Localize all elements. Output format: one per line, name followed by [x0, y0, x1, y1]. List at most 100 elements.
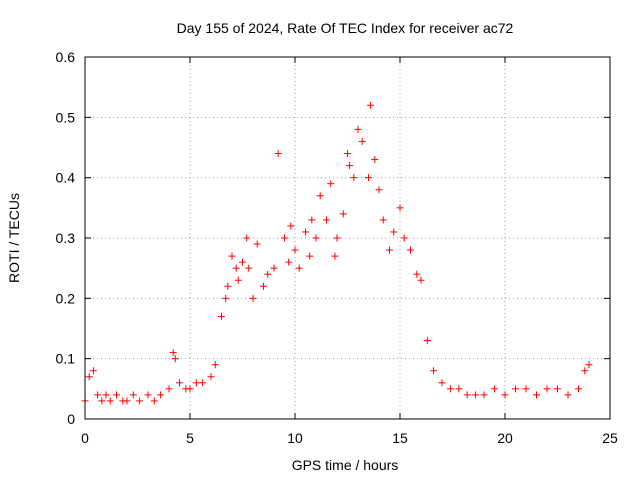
y-tick-label: 0.5: [56, 109, 76, 125]
data-point: [308, 216, 316, 224]
data-point: [446, 385, 454, 393]
data-point: [228, 252, 236, 260]
data-point: [491, 385, 498, 393]
chart-title: Day 155 of 2024, Rate Of TEC Index for r…: [177, 20, 514, 36]
y-axis-label: ROTI / TECUs: [6, 193, 22, 283]
axes: [84, 56, 611, 420]
y-ticks: 0 0.1 0.2 0.3 0.4 0.5 0.6: [56, 49, 610, 427]
data-point: [333, 234, 341, 242]
data-point: [400, 234, 408, 242]
data-point: [123, 397, 131, 405]
data-point: [102, 391, 110, 399]
data-point: [472, 391, 480, 399]
data-point: [480, 391, 488, 399]
data-point: [98, 397, 106, 405]
data-point: [522, 385, 530, 393]
data-point: [245, 264, 253, 272]
plot-frame: [84, 56, 611, 420]
data-point: [543, 385, 551, 393]
data-point: [512, 385, 519, 393]
data-point: [192, 379, 200, 387]
data-point: [157, 391, 165, 399]
data-point: [306, 252, 314, 260]
data-point: [390, 228, 398, 236]
data-point: [501, 391, 509, 399]
data-point: [302, 228, 309, 236]
data-point: [234, 276, 242, 284]
data-point: [438, 379, 446, 387]
data-point: [94, 391, 102, 399]
data-point: [239, 258, 246, 266]
data-point: [413, 270, 421, 278]
data-point: [350, 174, 358, 182]
data-point: [89, 367, 97, 375]
data-point: [581, 367, 589, 375]
y-tick-label: 0.3: [56, 230, 76, 246]
data-point: [186, 385, 194, 393]
data-point: [316, 192, 324, 200]
x-tick-label: 25: [602, 430, 618, 446]
data-point: [218, 312, 225, 320]
data-point: [274, 150, 282, 158]
x-tick-label: 0: [81, 430, 89, 446]
data-point: [270, 264, 278, 272]
data-point: [169, 349, 177, 357]
data-point: [554, 385, 561, 393]
data-point: [85, 373, 93, 381]
data-point: [575, 385, 582, 393]
data-point: [165, 385, 173, 393]
data-point: [199, 379, 207, 387]
data-point: [281, 234, 288, 242]
x-tick-label: 10: [287, 430, 303, 446]
data-point: [232, 264, 240, 272]
data-point: [222, 294, 230, 302]
data-point: [331, 252, 339, 260]
y-tick-label: 0: [67, 411, 75, 427]
data-point: [365, 174, 372, 182]
data-point: [327, 180, 335, 188]
data-point: [396, 204, 404, 212]
data-point: [367, 101, 375, 109]
data-point: [585, 361, 593, 369]
data-point: [129, 391, 137, 399]
data-point: [463, 391, 471, 399]
x-tick-label: 20: [497, 430, 513, 446]
y-tick-label: 0.4: [56, 170, 76, 186]
data-point: [264, 270, 272, 278]
data-point: [295, 264, 303, 272]
data-point: [150, 397, 158, 405]
data-point: [106, 397, 114, 405]
data-point: [207, 373, 215, 381]
data-point: [354, 125, 362, 133]
data-point: [430, 367, 438, 375]
data-point: [144, 391, 152, 399]
data-point: [339, 210, 347, 218]
data-point: [285, 258, 293, 266]
data-point: [533, 391, 540, 399]
data-point: [312, 234, 320, 242]
data-point: [224, 282, 232, 290]
data-point: [291, 246, 299, 254]
data-point: [253, 240, 261, 248]
x-ticks: 0 5 10 15 20 25: [81, 57, 618, 446]
data-point: [260, 282, 267, 290]
data-point: [564, 391, 572, 399]
data-point: [358, 137, 366, 145]
data-point: [171, 355, 179, 363]
x-axis-label: GPS time / hours: [292, 457, 399, 473]
data-point: [249, 294, 257, 302]
data-points: [81, 101, 593, 405]
data-point: [211, 361, 219, 369]
y-tick-label: 0.1: [56, 351, 76, 367]
y-tick-label: 0.6: [56, 49, 76, 65]
data-point: [346, 162, 354, 170]
data-point: [136, 397, 144, 405]
data-point: [344, 150, 351, 158]
data-point: [417, 276, 425, 284]
data-point: [455, 385, 463, 393]
data-point: [423, 337, 431, 345]
data-point: [379, 216, 387, 224]
y-tick-label: 0.2: [56, 290, 76, 306]
data-point: [323, 216, 330, 224]
